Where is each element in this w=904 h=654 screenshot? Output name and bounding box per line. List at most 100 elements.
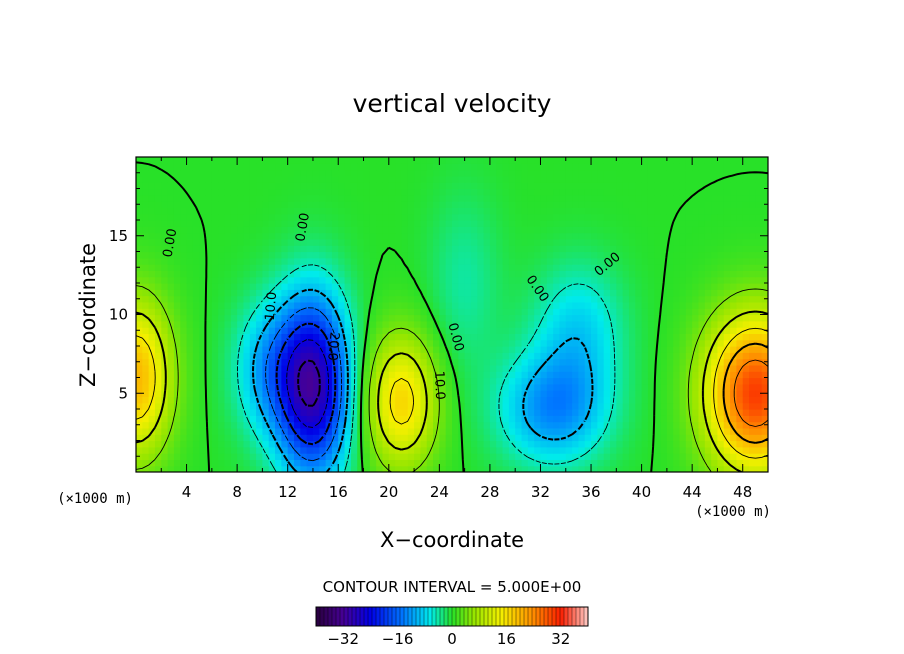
heatmap-cell [401,396,409,404]
heatmap-cell [647,207,655,215]
heatmap-cell [388,220,396,227]
heatmap-cell [224,251,232,259]
heatmap-cell [224,238,232,246]
heatmap-cell [211,314,219,322]
heatmap-cell [704,339,712,347]
heatmap-cell [565,371,573,379]
heatmap-cell [148,207,156,215]
heatmap-cell [382,371,390,379]
heatmap-cell [357,301,365,309]
heatmap-cell [205,333,213,341]
heatmap-cell [401,213,409,221]
heatmap-cell [622,327,630,334]
heatmap-cell [685,390,693,397]
heatmap-cell [508,459,516,467]
heatmap-cell [654,409,662,416]
heatmap-cell [281,213,289,221]
heatmap-cell [136,377,143,385]
heatmap-cell [597,314,605,322]
heatmap-cell [603,333,611,341]
heatmap-cell [173,163,181,171]
heatmap-cell [300,157,308,164]
heatmap-cell [578,427,586,435]
heatmap-cell [489,194,497,202]
heatmap-cell [616,157,624,164]
heatmap-cell [483,440,491,448]
heatmap-cell [173,377,181,385]
heatmap-cell [262,383,270,391]
heatmap-cell [439,415,447,423]
heatmap-cell [660,163,668,171]
heatmap-cell [192,320,200,328]
heatmap-cell [294,238,301,246]
heatmap-cell [647,358,655,366]
heatmap-cell [249,409,257,416]
heatmap-cell [218,238,226,246]
heatmap-cell [224,377,232,385]
heatmap-cell [610,308,617,316]
heatmap-cell [628,264,636,271]
heatmap-cell [711,157,719,164]
heatmap-cell [142,339,150,347]
heatmap-cell [711,283,719,290]
heatmap-cell [218,270,226,278]
heatmap-cell [584,238,592,246]
heatmap-cell [521,251,529,259]
heatmap-cell [357,213,365,221]
heatmap-cell [679,213,687,221]
heatmap-cell [698,402,706,410]
heatmap-cell [224,245,232,253]
heatmap-cell [325,220,333,227]
heatmap-cell [692,238,700,246]
heatmap-cell [230,409,238,416]
heatmap-cell [534,446,542,454]
heatmap-cell [679,194,687,202]
heatmap-cell [749,352,756,360]
heatmap-cell [616,314,624,322]
heatmap-cell [496,157,504,164]
heatmap-cell [173,427,181,435]
heatmap-cell [591,251,598,259]
heatmap-cell [230,175,238,183]
heatmap-cell [584,169,592,177]
heatmap-cell [565,220,573,227]
heatmap-cell [546,396,554,404]
heatmap-cell [572,453,579,460]
heatmap-cell [647,201,655,208]
heatmap-cell [452,169,459,177]
heatmap-cell [647,402,655,410]
heatmap-cell [736,157,744,164]
heatmap-cell [154,276,162,284]
heatmap-cell [136,182,143,190]
heatmap-cell [521,276,529,284]
heatmap-cell [414,257,421,265]
heatmap-cell [654,264,662,271]
heatmap-cell [306,446,314,454]
heatmap-cell [445,320,453,328]
heatmap-cell [685,377,693,385]
heatmap-cell [527,409,535,416]
heatmap-cell [546,194,554,202]
heatmap-cell [439,434,447,442]
heatmap-cell [622,157,630,164]
heatmap-cell [603,182,611,190]
heatmap-cell [376,301,384,309]
heatmap-cell [249,276,257,284]
heatmap-cell [243,465,251,472]
heatmap-cell [369,320,377,328]
heatmap-cell [515,182,523,190]
heatmap-cell [489,295,497,303]
heatmap-cell [489,182,497,190]
heatmap-cell [388,320,396,328]
heatmap-cell [420,207,428,215]
heatmap-cell [142,232,150,240]
heatmap-cell [508,371,516,379]
heatmap-cell [559,220,567,227]
heatmap-cell [331,327,339,334]
heatmap-cell [616,465,624,472]
heatmap-cell [736,220,744,227]
heatmap-cell [730,333,737,341]
heatmap-cell [546,346,554,353]
heatmap-cell [167,383,175,391]
heatmap-cell [180,157,188,164]
